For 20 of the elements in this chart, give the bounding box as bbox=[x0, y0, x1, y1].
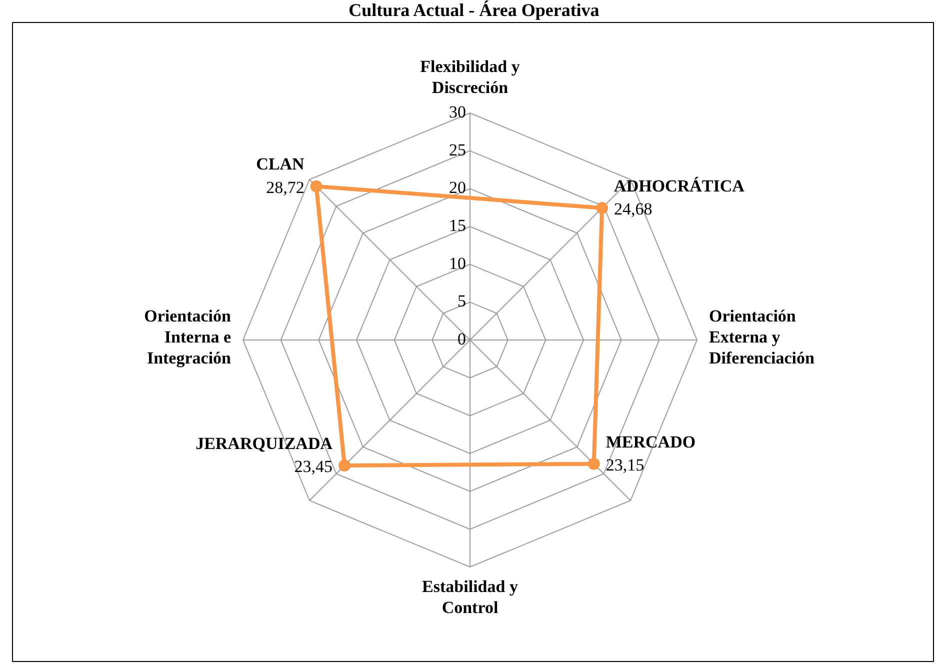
spoke-label: Flexibilidad y Discreción bbox=[420, 56, 520, 97]
spoke-label: Orientación Interna e Integración bbox=[144, 306, 232, 368]
spoke-label: JERARQUIZADA bbox=[196, 434, 334, 453]
data-label: 24,68 bbox=[614, 199, 652, 218]
y-tick-label: 30 bbox=[449, 102, 466, 122]
spoke-label: Estabilidad y Control bbox=[422, 576, 518, 617]
y-tick-label: 0 bbox=[458, 329, 466, 348]
y-tick-label: 15 bbox=[449, 216, 466, 235]
y-tick-label: 20 bbox=[449, 178, 466, 198]
y-tick-label: 5 bbox=[458, 292, 466, 311]
spoke-label: MERCADO bbox=[606, 432, 696, 452]
spoke-label: Orientación Externa y Diferenciación bbox=[709, 306, 815, 368]
data-label: 23,15 bbox=[606, 455, 644, 474]
spoke-label: ADHOCRÁTICA bbox=[614, 176, 746, 196]
y-tick-label: 10 bbox=[449, 254, 466, 273]
spoke-label: CLAN bbox=[256, 154, 306, 174]
y-tick-label: 25 bbox=[449, 140, 466, 160]
chart-title: Cultura Actual - Área Operativa bbox=[348, 0, 600, 20]
data-label: 23,45 bbox=[294, 456, 333, 476]
data-label: 28,72 bbox=[266, 178, 304, 197]
